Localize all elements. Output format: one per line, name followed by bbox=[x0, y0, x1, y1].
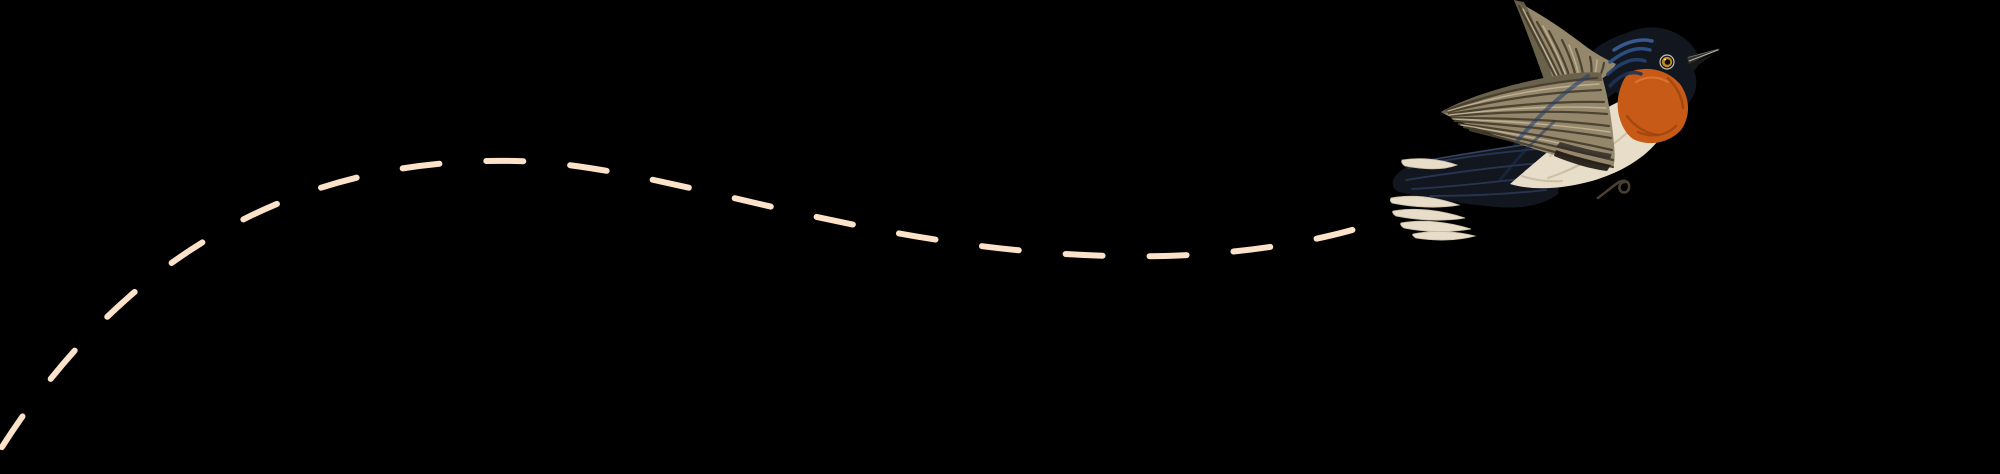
tail-white-tip bbox=[1392, 208, 1466, 221]
extended-wing-light-stripe bbox=[1448, 106, 1607, 116]
raised-wing-leading-edge bbox=[1514, 0, 1554, 82]
nape-sheen-streak bbox=[1608, 70, 1643, 88]
extended-wing-feather-stripe bbox=[1446, 88, 1603, 114]
tail-white-tip bbox=[1412, 231, 1477, 241]
tail bbox=[1389, 138, 1559, 241]
nape-sheen-streak bbox=[1612, 38, 1654, 52]
eye-glint bbox=[1664, 58, 1666, 61]
rump-sheen-streak bbox=[1498, 120, 1556, 182]
orange-shading bbox=[1666, 76, 1685, 110]
tail-feather-streak bbox=[1429, 189, 1547, 197]
raised-wing-feather-stripe bbox=[1517, 4, 1560, 84]
extended-wing-feather-stripe bbox=[1448, 110, 1609, 118]
raised-wing-light-stripe bbox=[1522, 8, 1561, 83]
beak bbox=[1687, 48, 1721, 70]
swallow-bird-illustration bbox=[1389, 0, 1721, 241]
breast-patch bbox=[1617, 68, 1689, 144]
curled-foot bbox=[1596, 179, 1631, 200]
beak-lower-mandible bbox=[1689, 54, 1714, 70]
back-sheen-streak bbox=[1516, 74, 1590, 142]
wing-primary-tips bbox=[1554, 150, 1611, 171]
extended-wing-feather-stripe bbox=[1450, 116, 1611, 128]
extended-wing-feather-stripe bbox=[1453, 119, 1613, 140]
eye bbox=[1659, 54, 1675, 70]
extended-wing-feather-stripe bbox=[1447, 100, 1606, 116]
tail-white-tip bbox=[1389, 195, 1461, 208]
raised-wing bbox=[1514, 0, 1616, 85]
tail-white-tip bbox=[1400, 220, 1472, 232]
flight-path-dashed-line bbox=[0, 157, 1381, 456]
tail-white-wedge bbox=[1401, 158, 1459, 170]
wing-primary-tips bbox=[1556, 142, 1612, 159]
orange-shading bbox=[1625, 114, 1660, 137]
extended-wing-feather-stripe bbox=[1445, 76, 1599, 112]
belly-crease bbox=[1521, 175, 1563, 183]
beak-ridge-highlight bbox=[1687, 48, 1720, 58]
extended-wing-light-stripe bbox=[1447, 83, 1600, 112]
eye-ring bbox=[1659, 54, 1675, 70]
nape-sheen-streak bbox=[1608, 46, 1652, 64]
beak-mouth-line bbox=[1688, 49, 1719, 62]
eye-pupil bbox=[1664, 59, 1671, 65]
orange-highlight bbox=[1635, 76, 1669, 83]
nape-sheen-streak bbox=[1606, 57, 1647, 76]
tail-feathers bbox=[1392, 138, 1559, 208]
head-sheen bbox=[1498, 38, 1654, 182]
